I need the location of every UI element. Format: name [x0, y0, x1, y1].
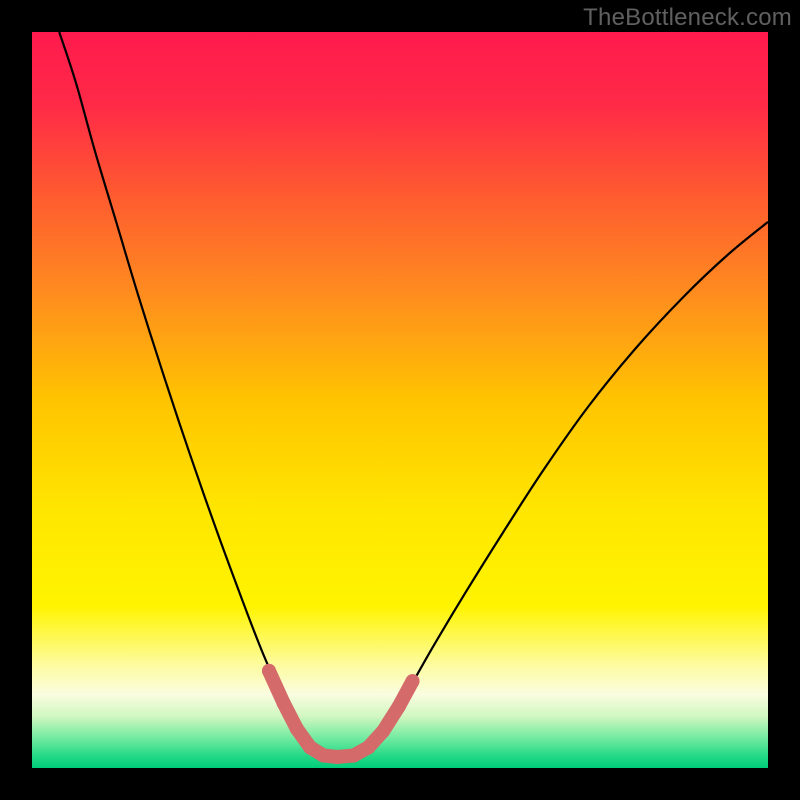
- chart-container: TheBottleneck.com: [0, 0, 800, 800]
- gradient-background: [32, 32, 768, 768]
- bottleneck-chart: [0, 0, 800, 800]
